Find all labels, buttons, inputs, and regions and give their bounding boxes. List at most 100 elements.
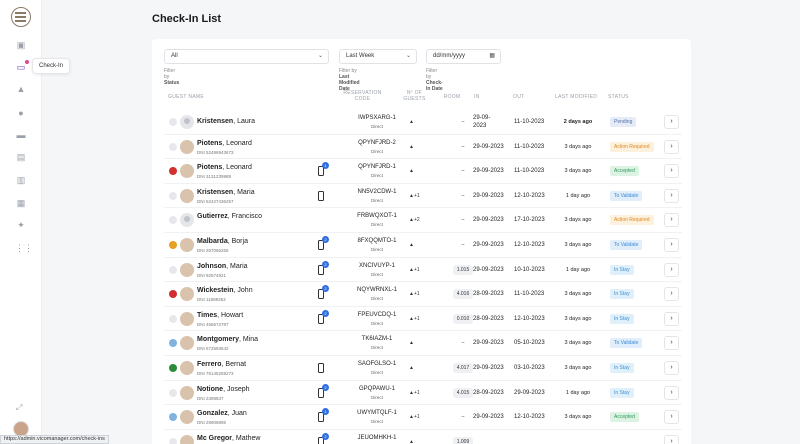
row-checkbox[interactable] <box>169 216 177 225</box>
reservation-code: NQYWRNXL-1 <box>356 287 397 294</box>
open-row-button[interactable]: › <box>664 287 679 302</box>
checkout-date: 11-10-2023 <box>514 143 545 150</box>
phone-badge: 2 <box>322 309 329 317</box>
guest-name[interactable]: Piotens, Leonard <box>197 139 252 147</box>
open-row-button[interactable]: › <box>664 361 679 375</box>
col-out[interactable]: OUT <box>513 94 525 100</box>
phone-icon: 2 <box>318 432 329 444</box>
table-row[interactable]: Mc Gregor, Mathew 2 JEUOMHKH-1 ▲ 1.009 › <box>164 430 682 444</box>
chat-icon[interactable]: ▦ <box>16 198 26 208</box>
user-icon[interactable]: ● <box>18 108 24 118</box>
row-checkbox[interactable] <box>169 142 177 151</box>
guest-avatar <box>180 164 194 179</box>
checkout-date: 05-10-2023 <box>514 340 545 347</box>
row-checkbox[interactable] <box>169 388 177 397</box>
guest-dni: DNI 52427436257 <box>197 198 234 204</box>
guest-name[interactable]: Mc Gregor, Mathew <box>197 434 261 442</box>
open-row-button[interactable]: › <box>664 188 679 203</box>
logo[interactable] <box>11 7 31 27</box>
table-row[interactable]: Notione, Joseph DNI 2398837 2 GPQPAWU-1 … <box>164 381 682 406</box>
table-row[interactable]: Ferrero, Bernat DNI 76145269273 SAOFGLSO… <box>164 356 682 381</box>
table-row[interactable]: Times, Howart DNI 456672787 2 FPEUVCDQ-1… <box>164 307 682 332</box>
open-row-button[interactable]: › <box>664 213 679 228</box>
row-checkbox[interactable] <box>169 265 177 274</box>
guest-name[interactable]: Notione, Joseph <box>197 385 250 393</box>
guest-name[interactable]: Piotens, Leonard <box>197 164 252 172</box>
checkin-date-input[interactable]: dd/mm/yyyy ▦ <box>426 49 501 64</box>
checkin-icon[interactable]: ▭ <box>16 60 29 72</box>
table-row[interactable]: Piotens, Leonard DNI 52496943673 QPYNFJR… <box>164 135 682 160</box>
table-row[interactable]: Johnson, Maria DNI 92574921 2 XNCIVUYP-1… <box>164 258 682 283</box>
guest-name[interactable]: Gonzalez, Juan <box>197 410 247 418</box>
col-reservation-code[interactable]: RESERVATION CODE <box>343 90 382 102</box>
col-room[interactable]: ROOM <box>443 94 461 100</box>
guest-name[interactable]: Malbarda, Borja <box>197 238 248 245</box>
row-checkbox[interactable] <box>169 314 177 323</box>
table-row[interactable]: Gutierrez, Francisco FRBWQXOT-1 Direct ▲… <box>164 208 682 233</box>
guest-avatar <box>180 336 194 351</box>
guest-dni: DNI 28906896 <box>197 420 227 426</box>
table-row[interactable]: Montgomery, Mina DNI 572593542 TK6IAZM-1… <box>164 331 682 356</box>
open-row-button[interactable]: › <box>664 115 679 129</box>
modified-filter-select[interactable]: Last Week ⌄ <box>339 49 417 64</box>
status-badge: Pending <box>610 117 637 127</box>
table-row[interactable]: Kristensen, Laura IWPSXARG-1 Direct ▲ – … <box>164 110 682 135</box>
status-badge: Accepted <box>610 412 639 423</box>
chevron-right-icon: › <box>670 265 673 273</box>
phone-icon: 2 <box>318 383 329 398</box>
open-row-button[interactable]: › <box>664 238 679 252</box>
expand-icon[interactable]: ⤢ <box>16 403 23 412</box>
open-row-button[interactable]: › <box>664 139 679 154</box>
bed-icon[interactable]: ▬ <box>16 130 26 140</box>
col-guests[interactable]: Nº OF GUESTS <box>403 90 426 102</box>
open-row-button[interactable]: › <box>664 336 679 351</box>
status-filter-select[interactable]: All ⌄ <box>164 49 329 64</box>
col-in[interactable]: IN <box>474 94 480 100</box>
open-row-button[interactable]: › <box>664 434 679 444</box>
guests-count: ▲ <box>409 242 414 248</box>
id-icon[interactable]: ▥ <box>16 175 26 185</box>
home-icon[interactable]: ▣ <box>16 40 26 50</box>
calendar-icon: ▦ <box>489 53 495 59</box>
guest-avatar <box>180 410 194 425</box>
guest-name[interactable]: Gutierrez, Francisco <box>197 213 262 221</box>
guest-name[interactable]: Times, Howart <box>197 311 244 319</box>
guests-count: ▲+1 <box>409 291 420 298</box>
guest-name[interactable]: Wickestein, John <box>197 287 253 295</box>
open-row-button[interactable]: › <box>664 385 679 400</box>
row-checkbox[interactable] <box>169 437 177 444</box>
open-row-button[interactable]: › <box>664 311 679 326</box>
col-status[interactable]: STATUS <box>608 94 629 100</box>
open-row-button[interactable]: › <box>664 262 679 277</box>
col-last-modified[interactable]: LAST MODIFIED <box>555 94 598 100</box>
table-row[interactable]: Kristensen, Maria DNI 52427436257 NN5V2C… <box>164 184 682 209</box>
checkin-date-value: dd/mm/yyyy <box>433 53 466 59</box>
page-title: Check-In List <box>152 13 222 25</box>
guest-avatar <box>180 311 194 326</box>
status-filter-label: Filter by Status <box>164 68 180 86</box>
guest-name[interactable]: Ferrero, Bernat <box>197 361 247 368</box>
row-checkbox[interactable] <box>169 191 177 200</box>
table-row[interactable]: Wickestein, John DNI 11998353 2 NQYWRNXL… <box>164 282 682 307</box>
last-modified: 3 days ago <box>564 242 592 248</box>
guest-name[interactable]: Montgomery, Mina <box>197 336 259 344</box>
sparkle-icon[interactable]: ✦ <box>17 220 25 230</box>
table-row[interactable]: Malbarda, Borja DNI 267066255 2 8FXQQMTO… <box>164 233 682 258</box>
guests-count: ▲ <box>409 119 414 125</box>
open-row-button[interactable]: › <box>664 410 679 425</box>
bell-icon[interactable]: ▲ <box>16 84 26 94</box>
card-icon[interactable]: ▤ <box>16 152 26 162</box>
guests-count: ▲+1 <box>409 414 420 421</box>
table-row[interactable]: Gonzalez, Juan DNI 28906896 1 UWYMTQLF-1… <box>164 405 682 430</box>
table-row[interactable]: Piotens, Leonard DNI 3131239988 1 QPYNFJ… <box>164 159 682 184</box>
grid-icon[interactable]: ⋮⋮ <box>15 243 33 253</box>
row-checkbox[interactable] <box>169 118 177 126</box>
guest-name[interactable]: Kristensen, Laura <box>197 118 255 125</box>
checkin-date: 29-09-2023 <box>473 168 504 175</box>
col-guest-name[interactable]: GUEST NAME <box>168 94 204 100</box>
open-row-button[interactable]: › <box>664 164 679 179</box>
guest-name[interactable]: Kristensen, Maria <box>197 188 255 196</box>
reservation-channel: Direct <box>371 197 383 203</box>
guest-name[interactable]: Johnson, Maria <box>197 262 248 270</box>
checkout-date: 03-10-2023 <box>514 365 545 371</box>
